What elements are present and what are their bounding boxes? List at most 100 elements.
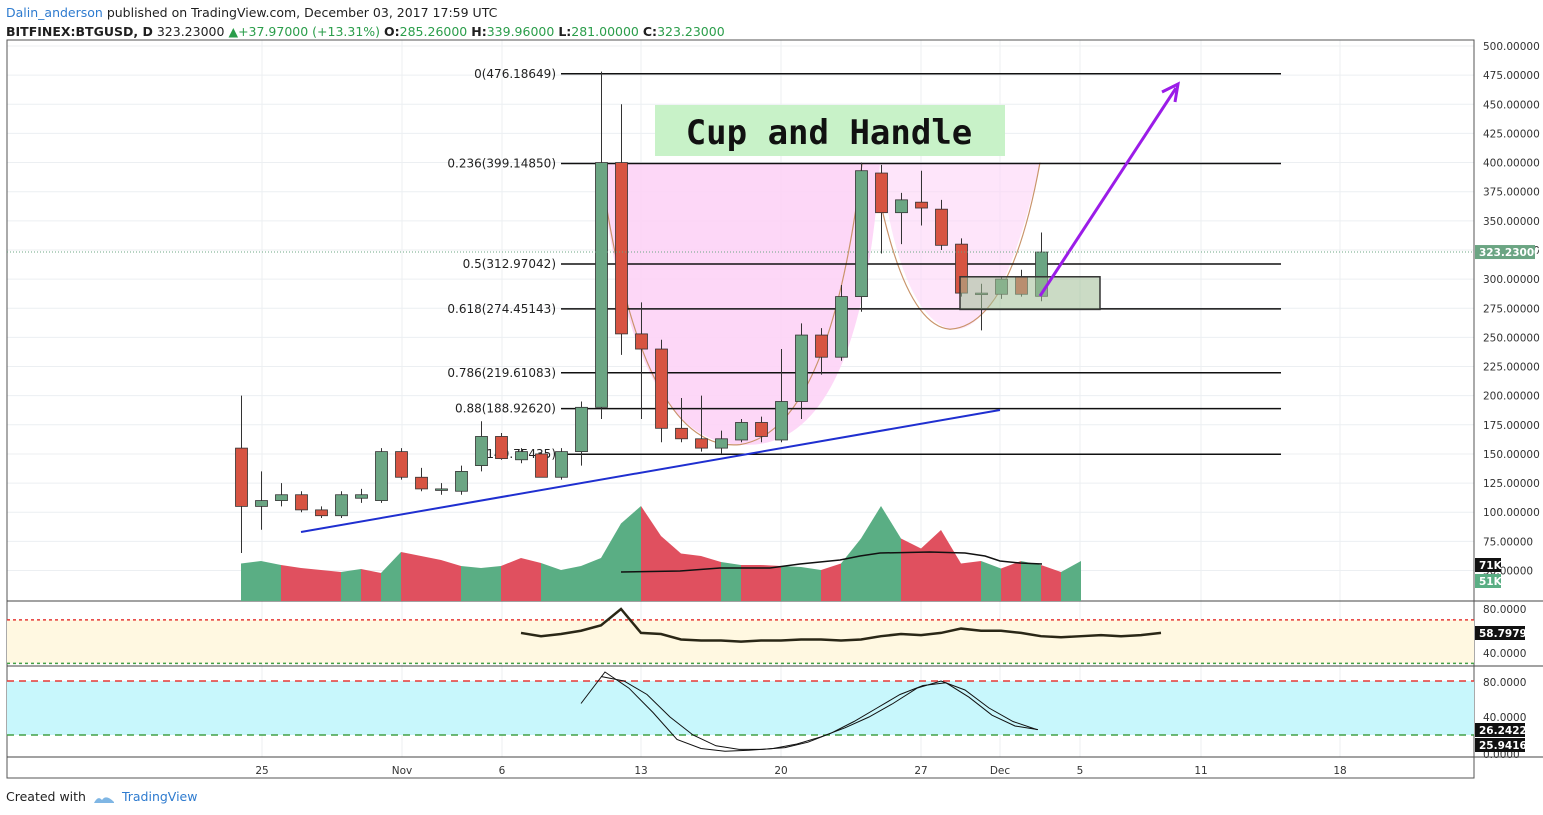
fib-label-3: 0.618(274.45143)	[447, 302, 556, 316]
candle-body-22	[675, 427, 688, 440]
x-tick-1: Nov	[392, 765, 413, 777]
price-tick-12: 200.00000	[1483, 391, 1540, 403]
low-value: 281.00000	[571, 24, 639, 39]
fib-label-4: 0.786(219.61083)	[447, 366, 556, 380]
candle-body-20	[635, 333, 648, 350]
high-value: 339.96000	[486, 24, 555, 39]
volume-segment-31	[861, 506, 881, 601]
volume-segment-11	[461, 566, 481, 601]
candle-body-1	[255, 500, 268, 507]
candle-body-26	[755, 422, 768, 437]
volume-segment-27	[781, 566, 801, 601]
candle-body-13	[495, 436, 508, 460]
volume-segment-9	[421, 556, 441, 601]
volume-segment-35	[941, 530, 961, 601]
fib-label-0: 0(476.18649)	[474, 67, 556, 81]
stoch-d-tag-text: 25.9416	[1479, 740, 1527, 752]
candle-body-11	[455, 471, 468, 492]
volume-segment-41	[1061, 561, 1081, 601]
rsi-tag-text: 58.7979	[1479, 628, 1527, 640]
author-link[interactable]: Dalin_anderson	[6, 5, 103, 20]
volume-segment-13	[501, 558, 521, 601]
candle-body-15	[535, 453, 548, 478]
price-tick-11: 225.00000	[1483, 362, 1540, 374]
candle-body-16	[555, 451, 568, 478]
volume-segment-20	[641, 506, 661, 601]
price-tick-6: 350.00000	[1483, 216, 1540, 228]
candle-body-23	[695, 438, 708, 449]
volume-segment-2	[281, 565, 301, 601]
last-price-tag-text: 323.23000	[1479, 247, 1541, 259]
volume-segment-29	[821, 563, 841, 601]
publish-line: Dalin_anderson published on TradingView.…	[6, 3, 725, 22]
x-tick-0: 25	[255, 765, 268, 777]
fibonacci-levels: 0(476.18649) 0.236(399.14850) 0.5(312.9704…	[447, 67, 1281, 461]
candle-body-2	[275, 494, 288, 501]
volume-segment-36	[961, 561, 981, 601]
candlesticks	[235, 71, 1048, 554]
rsi-tag	[1475, 626, 1525, 640]
volume-segment-1	[261, 561, 281, 601]
volume-segment-26	[761, 565, 781, 601]
price-tick-0: 500.00000	[1483, 41, 1540, 53]
candle-body-3	[295, 494, 308, 511]
indicator-bands	[7, 619, 1474, 736]
rsi-tick-1: 40.0000	[1483, 648, 1526, 660]
symbol-label: BITFINEX:BTGUSD, D	[6, 24, 153, 39]
price-tick-2: 450.00000	[1483, 99, 1540, 111]
price-change: +37.97000 (+13.31%)	[238, 24, 381, 39]
candle-body-21	[655, 348, 668, 429]
volume-segment-30	[841, 538, 861, 601]
x-tick-2: 6	[499, 765, 506, 777]
stochastic-pane	[580, 671, 1039, 752]
volume-segment-22	[681, 553, 701, 601]
volume-segment-0	[241, 561, 261, 601]
x-tick-9: 18	[1333, 765, 1346, 777]
stoch-tick-1: 40.0000	[1483, 712, 1526, 724]
candle-body-34	[915, 201, 928, 209]
candle-body-18	[595, 162, 608, 408]
candle-body-8	[395, 451, 408, 478]
volume-segment-12	[481, 566, 501, 601]
price-tick-5: 375.00000	[1483, 187, 1540, 199]
published-text: published on TradingView.com, December 0…	[102, 5, 498, 20]
candle-body-29	[815, 334, 828, 358]
drawing-tools: Cup and Handle	[300, 81, 1180, 533]
candle-body-35	[935, 208, 948, 246]
volume-segment-21	[661, 536, 681, 601]
candle-body-6	[355, 494, 368, 499]
close-value: 323.23000	[657, 24, 725, 39]
chart-header: Dalin_anderson published on TradingView.…	[6, 3, 725, 41]
candle-body-19	[615, 162, 628, 335]
stoch-d-line	[600, 676, 1039, 750]
rsi-tick-0: 80.0000	[1483, 604, 1526, 616]
price-tick-15: 125.00000	[1483, 478, 1540, 490]
handle-arc	[876, 162, 1041, 330]
rsi-pane	[520, 607, 1162, 643]
stoch-band	[7, 681, 1474, 735]
volume-last-tag-text: 51K	[1479, 576, 1503, 588]
ohlc-line: BITFINEX:BTGUSD, D 323.23000 ▲+37.97000 …	[6, 22, 725, 41]
price-tick-16: 100.00000	[1483, 507, 1540, 519]
volume-segment-39	[1021, 561, 1041, 601]
volume-segment-33	[901, 538, 921, 601]
volume-segment-37	[981, 561, 1001, 601]
candle-body-31	[855, 170, 868, 297]
volume-segment-4	[321, 570, 341, 601]
volume-segment-24	[721, 562, 741, 601]
last-price-tag	[1475, 245, 1535, 260]
x-tick-3: 13	[634, 765, 647, 777]
tradingview-link[interactable]: TradingView	[121, 789, 198, 804]
volume-segment-6	[361, 569, 381, 601]
price-tick-1: 475.00000	[1483, 70, 1540, 82]
price-tick-14: 150.00000	[1483, 449, 1540, 461]
candle-body-27	[775, 401, 788, 441]
volume-segment-10	[441, 560, 461, 601]
volume-segment-25	[741, 565, 761, 601]
x-tick-8: 11	[1194, 765, 1207, 777]
volume-segment-34	[921, 530, 941, 601]
volume-segment-23	[701, 556, 721, 601]
candle-body-0	[235, 447, 248, 507]
fib-label-1: 0.236(399.14850)	[447, 157, 556, 171]
